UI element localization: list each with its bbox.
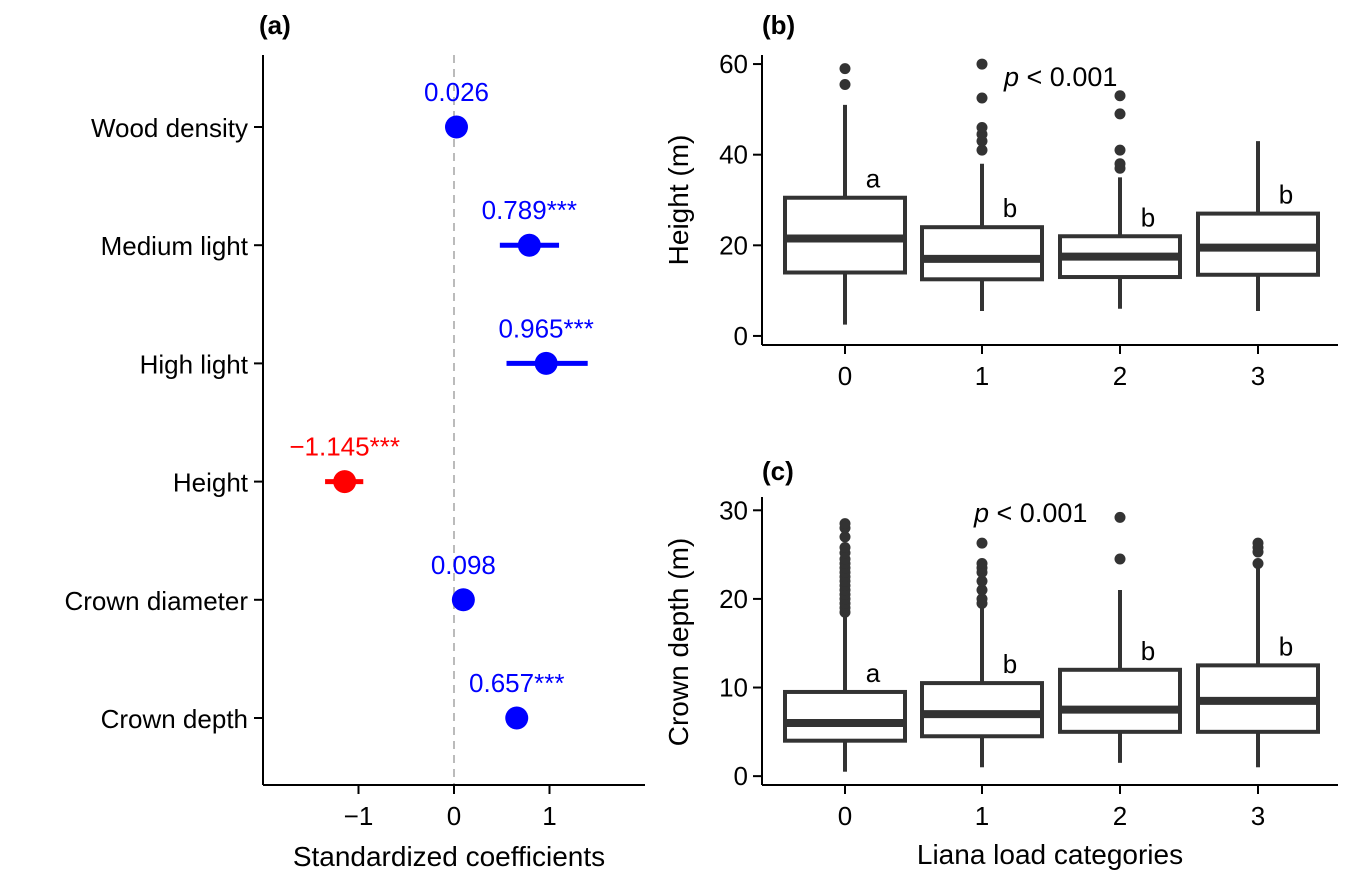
coef-y-tick-label: High light <box>140 349 249 379</box>
coef-y-tick-label: Height <box>173 468 249 498</box>
crown-depth-axes: 0 10 20 30 0 1 2 3 <box>719 495 1338 831</box>
box-outlier <box>1252 537 1264 549</box>
y-tick-label: 40 <box>719 140 748 170</box>
coef-x-tick-label: −1 <box>344 801 374 831</box>
coef-value-label: 0.657*** <box>469 668 564 698</box>
box-iqr <box>783 689 907 743</box>
box-group-letter: a <box>866 658 881 688</box>
x-tick-label: 3 <box>1251 801 1265 831</box>
liana-x-axis-title: Liana load categories <box>917 839 1183 870</box>
box-group-letter: b <box>1141 202 1155 232</box>
box-iqr <box>1058 667 1182 734</box>
y-tick-label: 10 <box>719 673 748 703</box>
box-group-letter: b <box>1003 193 1017 223</box>
box-outlier <box>1114 90 1126 102</box>
box-outlier <box>839 63 851 75</box>
y-tick-label: 0 <box>734 321 748 351</box>
x-tick-label: 2 <box>1113 801 1127 831</box>
box-outlier <box>976 58 988 70</box>
panel-label-a: (a) <box>259 10 291 40</box>
box-outlier <box>1252 557 1264 569</box>
panel-label-c: (c) <box>762 456 794 486</box>
box-outlier <box>976 122 988 133</box>
box-outlier <box>839 78 851 90</box>
coef-y-tick-label: Medium light <box>101 231 249 261</box>
coef-point <box>534 351 558 375</box>
coef-x-axis-title: Standardized coefficients <box>293 841 605 872</box>
box-outlier <box>976 584 988 596</box>
coef-point <box>333 470 357 494</box>
y-tick-label: 20 <box>719 584 748 614</box>
height-p-value: p < 0.001 <box>1003 62 1117 92</box>
y-tick-label: 0 <box>734 761 748 791</box>
coef-value-label: 0.789*** <box>482 195 577 225</box>
box-outlier <box>839 531 851 543</box>
box-outlier <box>976 537 988 549</box>
x-tick-label: 0 <box>838 801 852 831</box>
box-outlier <box>1114 158 1126 170</box>
coef-points: 0.026 0.789*** 0.965*** −1.145*** 0.098 0.657… <box>289 77 594 730</box>
coef-value-label: 0.965*** <box>498 313 593 343</box>
coef-value-label: −1.145*** <box>289 432 400 462</box>
panel-label-b: (b) <box>762 10 795 40</box>
box-outlier <box>976 92 988 104</box>
coef-x-tick-label: 1 <box>542 801 556 831</box>
box-outlier <box>839 518 851 530</box>
coef-y-tick-label: Crown depth <box>101 704 248 734</box>
box-outlier <box>976 575 988 587</box>
x-tick-label: 1 <box>975 361 989 391</box>
box-group-letter: a <box>866 164 881 194</box>
coef-value-label: 0.026 <box>424 77 489 107</box>
box-outlier <box>1114 144 1126 156</box>
coef-y-tick-label: Wood density <box>91 113 248 143</box>
coef-point <box>444 115 468 139</box>
x-tick-label: 0 <box>838 361 852 391</box>
box-iqr <box>920 681 1044 739</box>
x-tick-label: 1 <box>975 801 989 831</box>
box-outlier <box>976 144 988 156</box>
box-group-letter: b <box>1279 631 1293 661</box>
box-outlier <box>1114 553 1126 565</box>
y-tick-label: 30 <box>719 495 748 525</box>
y-tick-label: 20 <box>719 230 748 260</box>
box-iqr <box>920 225 1044 282</box>
y-tick-label: 60 <box>719 49 748 79</box>
x-tick-label: 2 <box>1113 361 1127 391</box>
box-outlier <box>976 557 988 569</box>
box-group-letter: b <box>1279 180 1293 210</box>
x-tick-label: 3 <box>1251 361 1265 391</box>
box-outlier <box>839 542 851 554</box>
height-axes: 0 20 40 60 0 1 2 3 <box>719 49 1338 391</box>
coef-x-tick-label: 0 <box>447 801 461 831</box>
coef-axes: −1 0 1 Wood density Medium light High light He… <box>64 55 645 831</box>
coef-value-label: 0.098 <box>431 550 496 580</box>
box-group-letter: b <box>1141 636 1155 666</box>
box-outlier <box>976 593 988 605</box>
box-group-letter: b <box>1003 649 1017 679</box>
coef-point <box>517 233 541 257</box>
box-outlier <box>1114 511 1126 523</box>
height-boxplots: a b b b <box>783 58 1320 325</box>
height-y-axis-title: Height (m) <box>663 135 694 266</box>
coef-y-tick-label: Crown diameter <box>64 586 248 616</box>
crown-depth-p-value: p < 0.001 <box>973 498 1087 528</box>
box-outlier <box>1114 108 1126 120</box>
crown-depth-y-axis-title: Crown depth (m) <box>663 538 694 747</box>
coef-point <box>451 588 475 612</box>
coef-point <box>505 706 529 730</box>
